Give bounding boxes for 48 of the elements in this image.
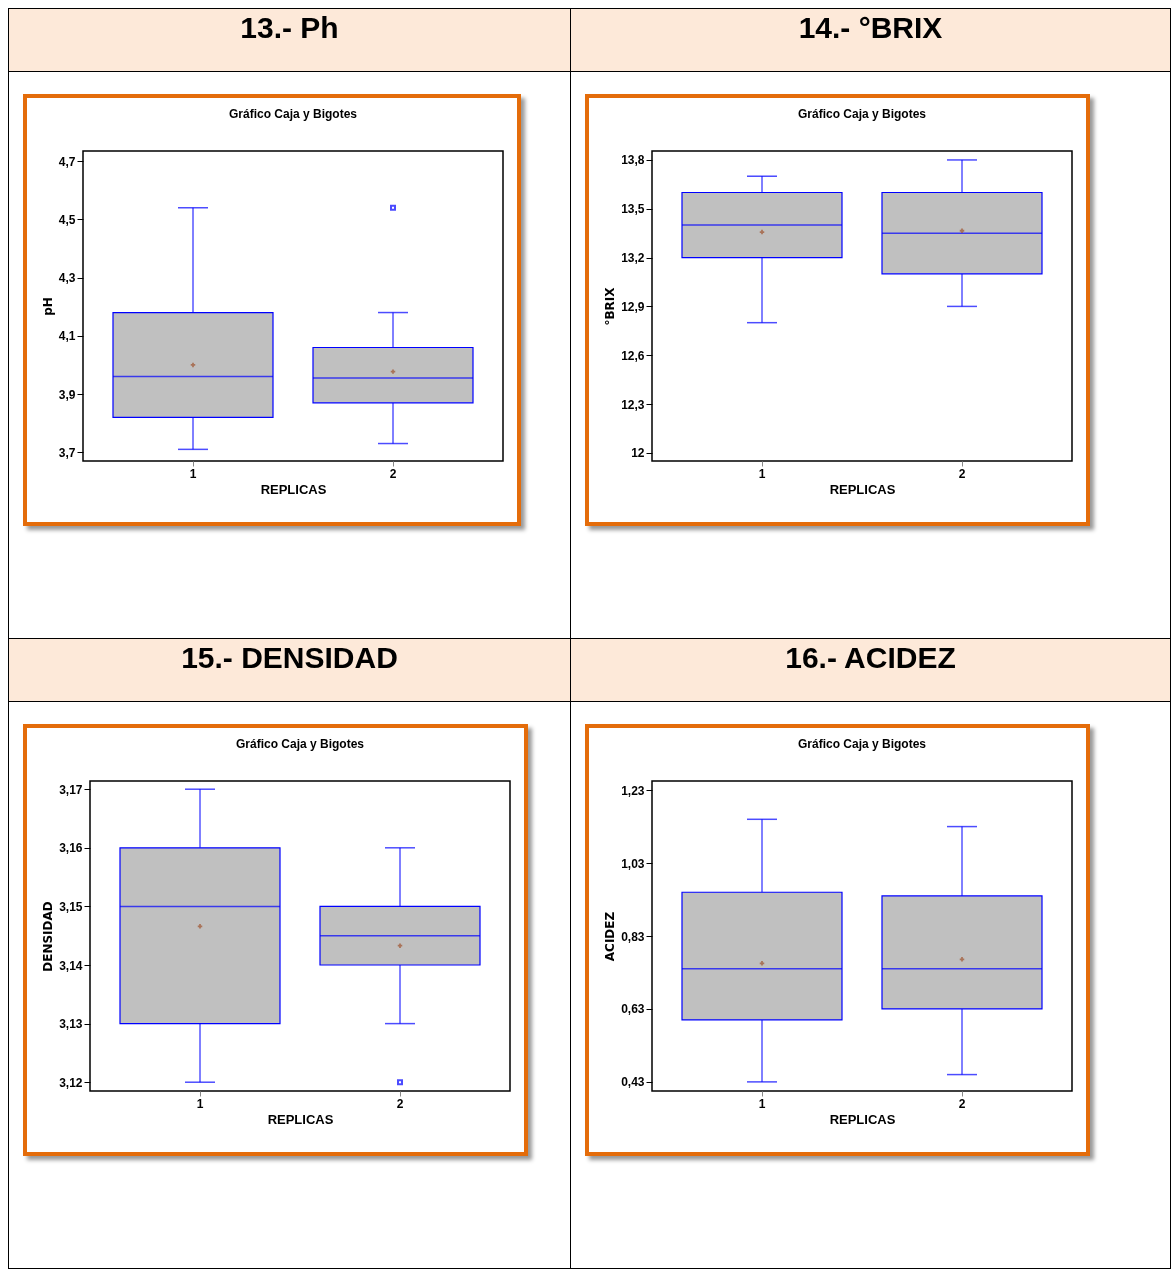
y-tick-label: 0,43 (621, 1075, 645, 1090)
x-axis-title: REPLICAS (829, 1111, 896, 1127)
y-tick-label: 4,7 (58, 154, 76, 169)
y-tick-label: 12,3 (621, 397, 645, 412)
chart-title: 14.- °BRIX (571, 9, 1170, 72)
y-axis-title: DENSIDAD (41, 901, 56, 972)
x-tick-label: 1 (189, 466, 197, 481)
x-axis-title: REPLICAS (260, 481, 327, 497)
chart-title: 15.- DENSIDAD (9, 639, 570, 702)
chart-subtitle: Gráfico Caja y Bigotes (235, 737, 365, 751)
y-tick-label: 4,1 (58, 329, 76, 344)
y-tick-label: 3,12 (59, 1075, 83, 1090)
y-axis-title: ACIDEZ (603, 911, 618, 962)
y-tick-label: 0,63 (621, 1002, 645, 1017)
y-tick-label: 4,3 (58, 271, 76, 286)
y-tick-label: 3,17 (59, 782, 83, 797)
y-tick-label: 3,9 (58, 387, 76, 402)
y-tick-label: 0,83 (621, 929, 645, 944)
x-tick-label: 1 (758, 466, 766, 481)
x-tick-label: 1 (758, 1096, 766, 1111)
y-tick-label: 13,5 (621, 202, 645, 217)
chart-subtitle: Gráfico Caja y Bigotes (228, 107, 358, 121)
x-axis-title: REPLICAS (829, 481, 896, 497)
y-axis-title: °BRIX (603, 286, 618, 326)
y-tick-label: 12,9 (621, 299, 645, 314)
x-tick-label: 2 (389, 466, 397, 481)
x-tick-label: 2 (958, 466, 966, 481)
chart-title: 13.- Ph (9, 9, 570, 72)
y-tick-label: 4,5 (58, 212, 76, 227)
y-tick-label: 3,16 (59, 841, 83, 856)
y-tick-label: 1,23 (621, 783, 645, 798)
y-tick-label: 3,7 (58, 445, 76, 460)
x-tick-label: 1 (196, 1096, 204, 1111)
chart-subtitle: Gráfico Caja y Bigotes (797, 737, 927, 751)
y-tick-label: 3,15 (59, 899, 83, 914)
chart-subtitle: Gráfico Caja y Bigotes (797, 107, 927, 121)
y-tick-label: 13,2 (621, 251, 645, 266)
y-tick-label: 12,6 (621, 348, 645, 363)
y-tick-label: 3,14 (59, 958, 83, 973)
y-tick-label: 1,03 (621, 856, 645, 871)
y-axis-title: pH (40, 297, 55, 316)
x-axis-title: REPLICAS (267, 1111, 334, 1127)
x-tick-label: 2 (396, 1096, 404, 1111)
y-tick-label: 13,8 (621, 153, 645, 168)
chart-title: 16.- ACIDEZ (571, 639, 1170, 702)
x-tick-label: 2 (958, 1096, 966, 1111)
y-tick-label: 12 (631, 446, 645, 461)
y-tick-label: 3,13 (59, 1017, 83, 1032)
